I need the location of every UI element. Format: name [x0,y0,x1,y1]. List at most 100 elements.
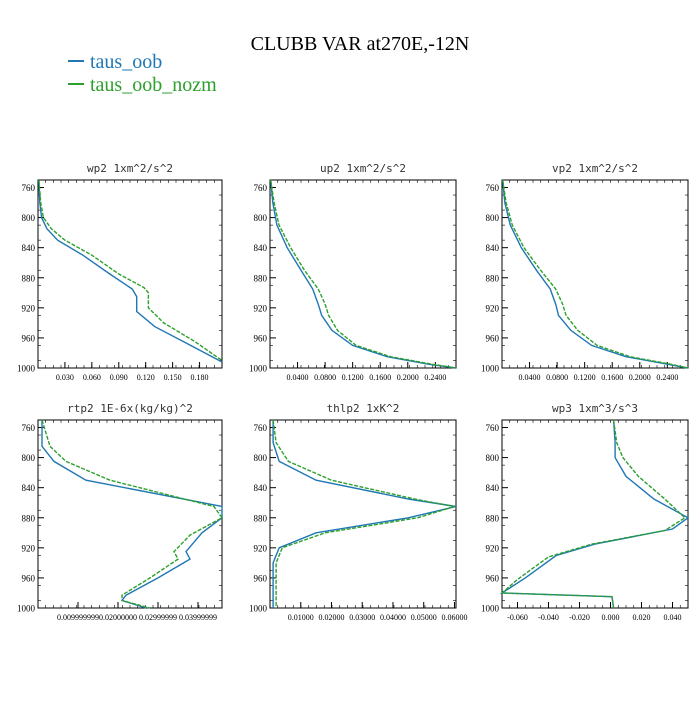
y-tick-label: 800 [254,453,268,463]
y-tick-label: 800 [254,213,268,223]
y-tick-label: 880 [254,273,268,283]
x-tick-label: 0.1600 [601,373,623,382]
y-tick-label: 800 [486,213,500,223]
panel-frame [501,179,689,369]
y-tick-label: 840 [22,483,36,493]
x-tick-label: 0.03000 [349,613,375,622]
series-line-taus-oob [272,420,457,608]
x-tick-label: 0.150 [164,373,182,382]
y-tick-label: 1000 [249,364,268,374]
x-tick-label: 0.090 [110,373,128,382]
y-tick-label: 920 [254,303,268,313]
x-tick-label: 0.2400 [424,373,446,382]
x-tick-label: 0.2400 [656,373,678,382]
x-tick-label: 0.01000 [288,613,314,622]
y-tick-label: 840 [254,483,268,493]
legend-label-taus-oob: taus_oob [90,51,162,73]
y-tick-label: 920 [22,303,36,313]
figure-title: CLUBB VAR at270E,-12N [251,33,470,55]
series-line-taus-oob-nozm [41,419,224,609]
x-tick-label: 0.1200 [574,373,596,382]
x-tick-label: 0.2000 [629,373,651,382]
series-line-taus-oob [502,179,689,369]
series-line-taus-oob [38,179,223,363]
y-tick-label: 960 [22,333,36,343]
y-tick-label: 1000 [249,604,268,614]
y-tick-label: 1000 [481,604,500,614]
panel-5: wp3 1xm^3/s^3 760 800 840 880 920 960 1000 -0.06… [481,402,690,622]
y-tick-label: 960 [486,333,500,343]
panel-1: up2 1xm^2/s^2 760 800 840 880 920 960 1000 0.040… [249,162,457,382]
series-line-taus-oob [270,179,457,369]
x-tick-label: 0.030 [56,373,74,382]
y-tick-label: 840 [254,243,268,253]
series-line-taus-oob-nozm [272,419,455,608]
y-tick-label: 880 [22,273,36,283]
x-tick-label: 0.0800 [546,373,568,382]
panel-frame [501,419,689,609]
y-tick-label: 920 [254,543,268,553]
series-line-taus-oob-nozm [502,179,689,369]
series-line-taus-oob-nozm [500,419,687,609]
x-tick-label: 0.2000 [397,373,419,382]
y-tick-label: 880 [22,513,36,523]
y-tick-label: 960 [486,573,500,583]
y-tick-label: 960 [254,573,268,583]
panel-title: wp3 1xm^3/s^3 [552,402,638,415]
panel-title: up2 1xm^2/s^2 [320,162,406,175]
x-tick-label: -0.060 [507,613,528,622]
series-line-taus-oob [41,420,223,609]
panel-title: wp2 1xm^2/s^2 [87,162,173,175]
panel-0: wp2 1xm^2/s^2 760 800 840 880 920 960 1000 0.030… [17,162,223,382]
x-tick-label: 0.020 [633,613,651,622]
x-tick-label: 0.02000000 [99,613,137,622]
y-tick-label: 880 [486,513,500,523]
y-tick-label: 1000 [17,604,36,614]
x-tick-label: 0.060 [83,373,101,382]
y-tick-label: 760 [254,183,268,193]
x-tick-label: 0.040 [664,613,682,622]
panels: wp2 1xm^2/s^2 760 800 840 880 920 960 1000 0.030… [17,162,690,622]
x-tick-label: 0.120 [137,373,155,382]
y-tick-label: 1000 [17,364,36,374]
x-tick-label: -0.040 [538,613,559,622]
x-tick-label: 0.1200 [342,373,364,382]
panel-title: thlp2 1xK^2 [327,402,400,415]
x-tick-label: 0.180 [191,373,209,382]
x-tick-label: 0.0800 [314,373,336,382]
x-tick-label: 0.0400 [287,373,309,382]
panel-4: thlp2 1xK^2 760 800 840 880 920 960 1000 0.01000… [249,402,467,622]
panel-frame [37,419,223,609]
panel-title: rtp2 1E-6x(kg/kg)^2 [67,402,193,415]
x-tick-label: 0.009999999 [57,613,99,622]
x-tick-label: 0.06000 [441,613,467,622]
y-tick-label: 760 [22,183,36,193]
legend: taus_oob taus_oob_nozm [68,51,217,96]
series-line-taus-oob-nozm [270,179,457,369]
x-tick-label: 0.05000 [411,613,437,622]
y-tick-label: 880 [254,513,268,523]
y-tick-label: 760 [486,423,500,433]
x-tick-label: 0.02000 [318,613,344,622]
y-tick-label: 760 [254,423,268,433]
y-tick-label: 1000 [481,364,500,374]
panel-frame [37,179,223,369]
y-tick-label: 880 [486,273,500,283]
series-line-taus-oob-nozm [38,179,223,362]
x-tick-label: 0.1600 [369,373,391,382]
y-tick-label: 920 [22,543,36,553]
y-tick-label: 760 [22,423,36,433]
y-tick-label: 960 [22,573,36,583]
panel-3: rtp2 1E-6x(kg/kg)^2 760 800 840 880 920 960 100… [17,402,224,622]
legend-label-taus-oob-nozm: taus_oob_nozm [90,74,217,96]
x-tick-label: -0.020 [569,613,590,622]
y-tick-label: 800 [22,453,36,463]
x-tick-label: 0.02999999 [139,613,177,622]
y-tick-label: 840 [22,243,36,253]
panel-title: vp2 1xm^2/s^2 [552,162,638,175]
x-tick-label: 0.04000 [380,613,406,622]
y-tick-label: 840 [486,483,500,493]
y-tick-label: 920 [486,543,500,553]
